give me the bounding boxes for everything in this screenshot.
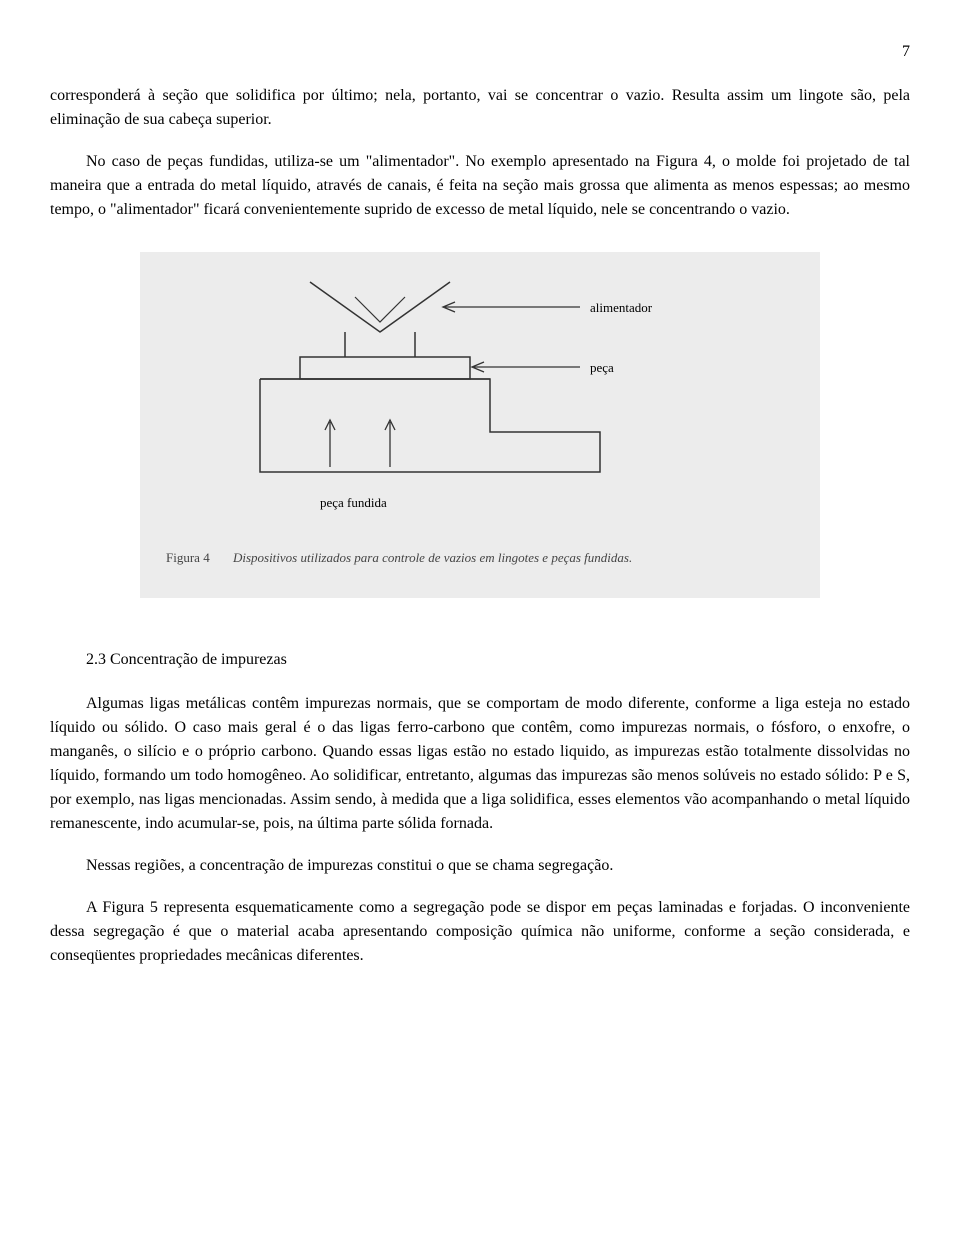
figure-caption-text: Dispositivos utilizados para controle de…	[233, 550, 632, 565]
label-peca: peça	[590, 360, 614, 375]
paragraph-4: Nessas regiões, a concentração de impure…	[50, 854, 910, 878]
paragraph-1: corresponderá à seção que solidifica por…	[50, 84, 910, 132]
label-peca-fundida: peça fundida	[320, 495, 387, 510]
page-number: 7	[50, 40, 910, 64]
paragraph-2: No caso de peças fundidas, utiliza-se um…	[50, 150, 910, 222]
paragraph-3: Algumas ligas metálicas contêm impurezas…	[50, 692, 910, 836]
figure-caption-label: Figura 4	[166, 550, 210, 565]
figure-4-diagram: alimentador peça peça fundida	[180, 272, 780, 522]
figure-caption: Figura 4 Dispositivos utilizados para co…	[160, 548, 800, 568]
figure-4: alimentador peça peça fundida Figura 4 D…	[140, 252, 820, 598]
label-alimentador: alimentador	[590, 300, 653, 315]
paragraph-5: A Figura 5 representa esquematicamente c…	[50, 896, 910, 968]
section-title-2-3: 2.3 Concentração de impurezas	[50, 648, 910, 672]
